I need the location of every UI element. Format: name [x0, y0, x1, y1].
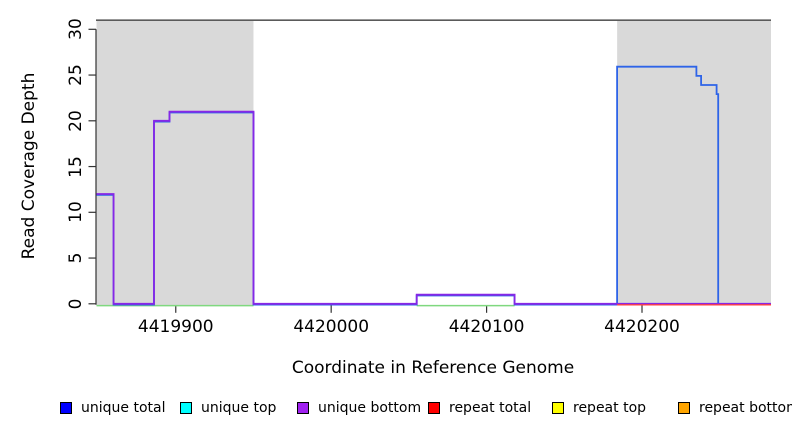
legend-swatch-icon — [60, 402, 72, 414]
shaded-repeat-region — [617, 20, 771, 306]
legend-item-unique-total: unique total — [60, 400, 165, 416]
y-axis-title: Read Coverage Depth — [19, 72, 39, 260]
legend-label: unique top — [201, 400, 277, 416]
x-tick-label: 4419900 — [137, 317, 214, 337]
shaded-repeat-region — [96, 20, 254, 306]
legend-label: unique total — [81, 400, 166, 416]
y-tick-label: 15 — [66, 155, 86, 178]
y-tick-label: 10 — [66, 201, 86, 224]
legend-item-repeat-top: repeat top — [552, 400, 646, 416]
y-tick-label: 25 — [66, 64, 86, 86]
legend-label: unique bottom — [318, 400, 422, 416]
legend-label: repeat bottom — [699, 400, 792, 416]
y-tick-label: 20 — [66, 109, 86, 132]
legend-item-repeat-total: repeat total — [428, 400, 531, 416]
series-unique-bottom — [96, 110, 771, 305]
legend-item-unique-bottom: unique bottom — [297, 400, 421, 416]
legend-swatch-icon — [552, 402, 564, 414]
legend-label: repeat total — [449, 400, 532, 416]
y-tick-label: 30 — [66, 18, 86, 41]
legend-swatch-icon — [678, 402, 690, 414]
y-tick-label: 5 — [66, 252, 86, 264]
legend-swatch-icon — [180, 402, 192, 414]
legend-label: repeat top — [573, 400, 647, 416]
legend-item-repeat-bottom: repeat bottom — [678, 400, 792, 416]
x-tick-label: 4420200 — [604, 317, 680, 337]
legend-swatch-icon — [428, 402, 440, 414]
legend-item-unique-top: unique top — [180, 400, 276, 416]
x-tick-label: 4420000 — [293, 317, 370, 337]
x-tick-label: 4420100 — [448, 317, 525, 337]
legend-swatch-icon — [297, 402, 309, 414]
y-tick-label: 0 — [66, 298, 86, 310]
x-axis-title: Coordinate in Reference Genome — [291, 358, 575, 378]
